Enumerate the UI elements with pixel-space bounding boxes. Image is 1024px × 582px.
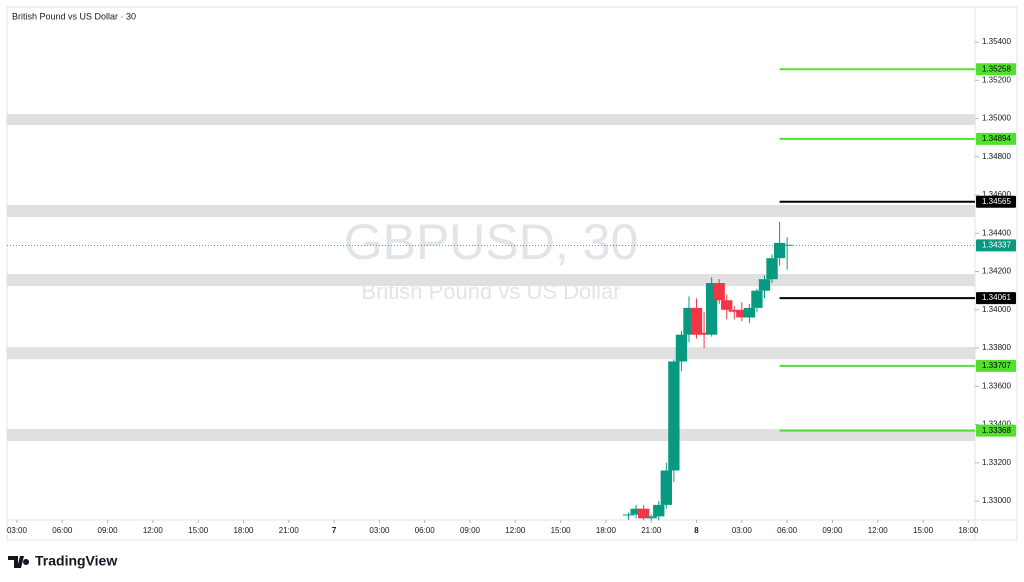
candle-body xyxy=(773,242,786,259)
y-tick-label: 1.33000 xyxy=(982,496,1011,505)
y-tick-label: 1.34200 xyxy=(982,267,1011,276)
x-tick-label: 03:00 xyxy=(732,526,753,535)
x-tick-label: 03:00 xyxy=(369,526,390,535)
plot-layer: 1.35400 1.35200 1.35000 1.34800 1.34600 1.344… xyxy=(7,37,1016,535)
zone xyxy=(7,347,975,360)
candle-body xyxy=(705,283,718,335)
y-tick-label: 1.35400 xyxy=(982,37,1011,46)
y-tick-label: 1.35000 xyxy=(982,114,1011,123)
candle-body xyxy=(675,334,688,362)
y-tick-label: 1.33800 xyxy=(982,343,1011,352)
brand-name: TradingView xyxy=(35,553,117,569)
level-label-box xyxy=(976,132,1016,145)
y-tick-label: 1.33600 xyxy=(982,381,1011,390)
zone xyxy=(7,204,975,218)
background-layer: GBPUSD, 30 British Pound vs US Dollar xyxy=(344,214,639,304)
x-tick-label: 12:00 xyxy=(505,526,526,535)
level-label-box xyxy=(976,63,1016,76)
candle-body xyxy=(690,307,703,335)
chart-title: British Pound vs US Dollar · 30 xyxy=(12,11,136,21)
candle-body xyxy=(721,300,733,310)
candle-body xyxy=(758,279,771,291)
zone xyxy=(7,428,975,442)
chart-frame xyxy=(6,6,1018,541)
candle-body xyxy=(630,508,642,515)
candle-body xyxy=(751,290,763,308)
level-label: 1.33368 xyxy=(982,426,1011,435)
level-label-box xyxy=(976,359,1016,372)
x-tick-label: 09:00 xyxy=(98,526,119,535)
candle-body xyxy=(743,307,756,318)
brand-logo: TradingView xyxy=(8,553,117,569)
candle-body xyxy=(683,307,695,335)
level-label-box xyxy=(976,424,1016,437)
level-label: 1.34061 xyxy=(982,293,1011,302)
x-tick-label: 21:00 xyxy=(279,526,300,535)
x-tick-label: 12:00 xyxy=(143,526,164,535)
candle-body xyxy=(660,470,672,505)
logo-icon xyxy=(8,556,30,568)
y-tick-label: 1.34600 xyxy=(982,190,1011,199)
level-label: 1.33707 xyxy=(982,361,1011,370)
x-tick-label: 03:00 xyxy=(7,526,28,535)
last-price-box xyxy=(976,239,1016,252)
x-tick-label: 18:00 xyxy=(596,526,617,535)
candle-body xyxy=(736,309,748,318)
watermark: GBPUSD, 30 xyxy=(344,214,639,270)
level-label: 1.35258 xyxy=(982,64,1011,73)
candle-body xyxy=(653,504,665,517)
x-tick-label: 7 xyxy=(332,526,337,535)
candle-body xyxy=(645,516,657,519)
candle-body xyxy=(781,244,793,246)
level-label-box xyxy=(976,195,1016,208)
zone xyxy=(7,113,975,126)
x-tick-label: 15:00 xyxy=(551,526,572,535)
x-tick-label: 06:00 xyxy=(415,526,436,535)
y-tick-label: 1.35200 xyxy=(982,75,1011,84)
x-tick-label: 06:00 xyxy=(777,526,798,535)
last-price-label: 1.34337 xyxy=(982,240,1011,249)
y-tick-label: 1.34000 xyxy=(982,305,1011,314)
level-label-box xyxy=(976,292,1016,305)
level-label: 1.34894 xyxy=(982,134,1011,143)
x-tick-label: 21:00 xyxy=(641,526,662,535)
x-tick-label: 09:00 xyxy=(822,526,843,535)
x-tick-label: 15:00 xyxy=(913,526,934,535)
x-tick-label: 06:00 xyxy=(52,526,73,535)
candle-body xyxy=(668,361,680,471)
y-tick-label: 1.33200 xyxy=(982,458,1011,467)
x-tick-label: 8 xyxy=(694,526,699,535)
x-tick-label: 15:00 xyxy=(188,526,209,535)
x-tick-label: 18:00 xyxy=(958,526,979,535)
candle-body xyxy=(622,514,635,516)
zone xyxy=(7,274,975,287)
y-tick-label: 1.34800 xyxy=(982,152,1011,161)
y-tick-label: 1.33400 xyxy=(982,420,1011,429)
candle-body xyxy=(713,283,725,301)
x-tick-label: 09:00 xyxy=(460,526,481,535)
candle-body xyxy=(698,332,710,335)
candle-body xyxy=(728,309,740,312)
x-tick-label: 18:00 xyxy=(233,526,254,535)
y-tick-label: 1.34400 xyxy=(982,228,1011,237)
candle-body xyxy=(638,508,650,519)
candle-body xyxy=(766,258,778,280)
level-label: 1.34565 xyxy=(982,197,1011,206)
x-tick-label: 12:00 xyxy=(868,526,889,535)
